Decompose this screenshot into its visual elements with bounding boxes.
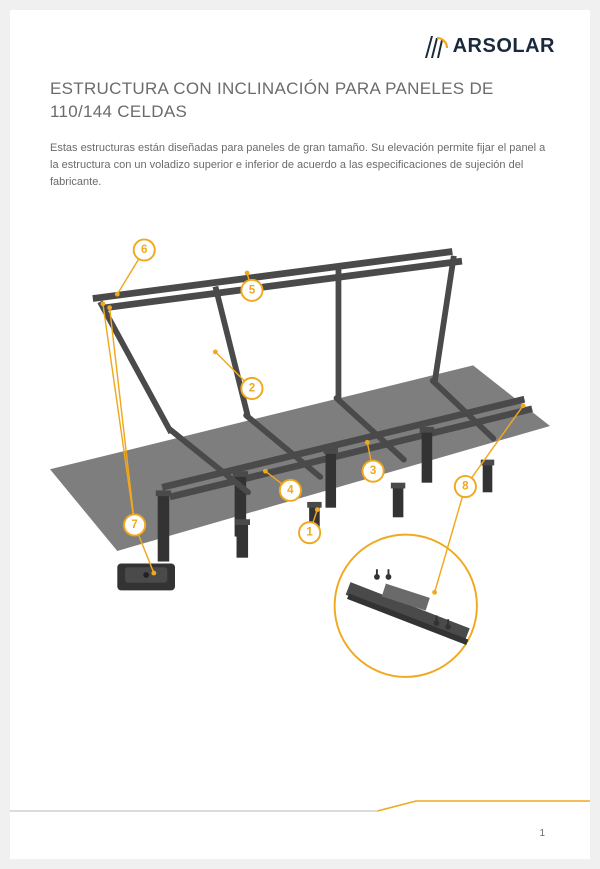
brand-logo: ARSOLAR bbox=[421, 32, 555, 60]
svg-text:1: 1 bbox=[306, 527, 313, 539]
svg-text:4: 4 bbox=[287, 484, 294, 496]
logo-mark-icon bbox=[421, 32, 449, 60]
page-number: 1 bbox=[539, 828, 545, 839]
brand-name: ARSOLAR bbox=[453, 35, 555, 58]
structure-diagram: 6 5 2 3 4 1 7 8 bbox=[50, 210, 550, 690]
document-page: ARSOLAR ESTRUCTURA CON INCLINACIÓN PARA … bbox=[10, 10, 590, 859]
footer-divider bbox=[10, 799, 590, 819]
svg-text:6: 6 bbox=[141, 244, 147, 256]
page-description: Estas estructuras están diseñadas para p… bbox=[50, 140, 550, 191]
page-title: ESTRUCTURA CON INCLINACIÓN PARA PANELES … bbox=[50, 78, 550, 124]
svg-text:7: 7 bbox=[131, 519, 137, 531]
svg-text:2: 2 bbox=[249, 382, 255, 394]
svg-text:3: 3 bbox=[370, 465, 376, 477]
svg-text:5: 5 bbox=[249, 284, 256, 296]
svg-text:8: 8 bbox=[462, 481, 469, 493]
